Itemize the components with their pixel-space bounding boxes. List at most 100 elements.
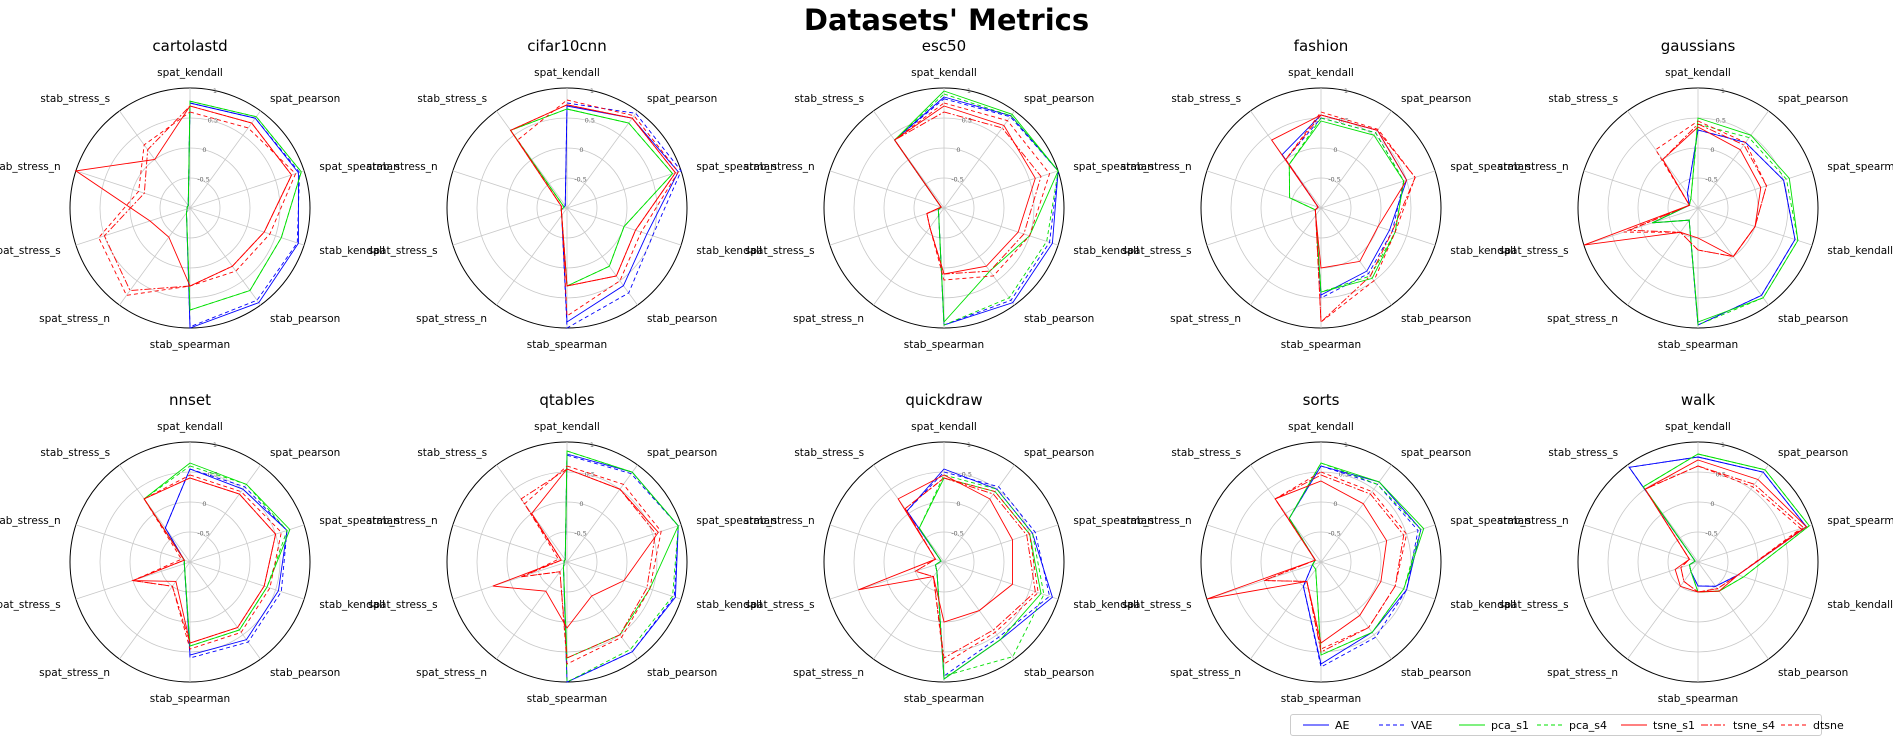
series-AE — [186, 102, 299, 329]
spoke — [566, 207, 638, 306]
chart-title: esc50 — [922, 37, 966, 55]
legend-item-tsne_s4: tsne_s4 — [1701, 715, 1775, 735]
axis-label-spat_pearson: spat_pearson — [647, 447, 717, 459]
spoke — [1697, 464, 1769, 563]
axis-label-stab_stress_n: stab_stress_n — [1121, 161, 1192, 173]
axis-label-spat_pearson: spat_pearson — [270, 93, 340, 105]
radial-tick-label: 1 — [213, 87, 217, 95]
radial-tick-label: -0.5 — [1328, 175, 1341, 183]
axis-label-stab_kendall: stab_kendall — [319, 599, 385, 611]
chart-title: fashion — [1294, 37, 1349, 55]
axis-label-stab_kendall: stab_kendall — [1450, 245, 1516, 257]
chart-title: cifar10cnn — [527, 37, 606, 55]
legend: AE VAE pca_s1 pca_s4 tsne_s1 tsne_s4 dtsne — [1290, 714, 1844, 736]
axis-label-stab_spearman: stab_spearman — [527, 339, 607, 351]
axis-label-spat_stress_s: spat_stress_s — [745, 245, 815, 257]
series-pca_s4 — [1288, 117, 1405, 293]
spoke — [566, 110, 638, 209]
axis-label-spat_spearman: spat_spearman — [1073, 161, 1153, 173]
series-tsne_s1 — [1270, 114, 1408, 269]
chart-title: quickdraw — [905, 391, 982, 409]
series-VAE — [563, 454, 679, 683]
series-dtsne — [1285, 111, 1416, 323]
radar-chart-walk: walk spat_kendall spat_pearson spat_spearma… — [1498, 391, 1893, 705]
axis-label-stab_pearson: stab_pearson — [647, 667, 717, 679]
spoke — [1320, 207, 1392, 306]
axis-label-stab_stress_n: stab_stress_n — [1121, 515, 1192, 527]
series-tsne_s4 — [1285, 114, 1416, 323]
axis-label-stab_stress_n: stab_stress_n — [744, 161, 815, 173]
series-tsne_s4 — [1263, 474, 1405, 653]
legend-item-AE: AE — [1303, 715, 1349, 735]
spoke — [119, 464, 191, 563]
axis-label-stab_pearson: stab_pearson — [1024, 667, 1094, 679]
spoke — [1250, 207, 1322, 306]
axis-label-spat_stress_n: spat_stress_n — [416, 667, 487, 679]
axis-label-spat_spearman: spat_spearman — [319, 515, 399, 527]
radial-tick-label: -0.5 — [1705, 175, 1718, 183]
radial-tick-label: 0.5 — [1716, 116, 1726, 124]
legend-item-pca_s4: pca_s4 — [1537, 715, 1607, 735]
series-VAE — [1288, 465, 1419, 668]
series-dtsne — [521, 465, 662, 665]
axis-label-spat_spearman: spat_spearman — [319, 161, 399, 173]
spoke — [1697, 524, 1813, 563]
axis-label-stab_stress_n: stab_stress_n — [1498, 515, 1569, 527]
figure-title: Datasets' Metrics — [803, 3, 1090, 37]
legend-label: tsne_s4 — [1733, 718, 1776, 732]
axis-label-stab_stress_s: stab_stress_s — [1548, 93, 1618, 105]
spoke — [1206, 561, 1322, 600]
series-pca_s1 — [563, 450, 679, 659]
radial-tick-label: 1 — [967, 441, 971, 449]
spoke — [452, 207, 568, 246]
axis-label-spat_kendall: spat_kendall — [534, 421, 600, 433]
radial-tick-label: 0 — [202, 500, 206, 508]
axis-label-spat_kendall: spat_kendall — [1288, 421, 1354, 433]
axis-label-stab_kendall: stab_kendall — [1073, 599, 1139, 611]
legend-swatch — [1459, 724, 1485, 726]
axis-label-stab_pearson: stab_pearson — [270, 313, 340, 325]
spoke — [829, 561, 945, 600]
radial-tick-label: 1 — [590, 87, 594, 95]
spoke — [1320, 110, 1392, 209]
axis-label-stab_stress_s: stab_stress_s — [40, 447, 110, 459]
spoke — [189, 464, 261, 563]
spoke — [1627, 207, 1699, 306]
series-dtsne — [1623, 120, 1767, 258]
legend-swatch — [1537, 724, 1563, 726]
spoke — [1697, 170, 1813, 209]
axis-label-stab_spearman: stab_spearman — [1281, 339, 1361, 351]
axis-label-spat_stress_s: spat_stress_s — [1122, 245, 1192, 257]
radar-chart-cifar10cnn: cifar10cnn spat_kendall spat_pearson spat_s… — [367, 37, 777, 351]
spoke — [119, 561, 191, 660]
series-pca_s4 — [563, 450, 679, 683]
series-VAE — [164, 468, 288, 659]
axis-label-spat_stress_s: spat_stress_s — [0, 599, 61, 611]
spoke — [189, 524, 305, 563]
radial-tick-label: 0 — [1710, 500, 1714, 508]
spoke — [452, 170, 568, 209]
spoke — [943, 170, 1059, 209]
spoke — [1697, 110, 1769, 209]
legend-item-pca_s1: pca_s1 — [1459, 715, 1529, 735]
spoke — [189, 207, 261, 306]
spoke — [1627, 561, 1699, 660]
axis-label-stab_kendall: stab_kendall — [1827, 245, 1893, 257]
radial-tick-label: -0.5 — [197, 175, 210, 183]
axis-label-spat_stress_s: spat_stress_s — [1122, 599, 1192, 611]
radial-tick-label: 0 — [956, 500, 960, 508]
axis-label-spat_pearson: spat_pearson — [1024, 93, 1094, 105]
radial-tick-label: 1 — [1721, 87, 1725, 95]
series-pca_s4 — [186, 100, 302, 311]
spoke — [1250, 464, 1322, 563]
spoke — [1583, 561, 1699, 600]
spoke — [1206, 170, 1322, 209]
axis-label-spat_stress_n: spat_stress_n — [416, 313, 487, 325]
radial-tick-label: 0 — [579, 146, 583, 154]
axis-label-stab_kendall: stab_kendall — [696, 245, 762, 257]
axis-label-stab_stress_s: stab_stress_s — [40, 93, 110, 105]
axis-label-stab_pearson: stab_pearson — [1778, 313, 1848, 325]
radial-tick-label: 0 — [1710, 146, 1714, 154]
axis-label-spat_stress_n: spat_stress_n — [793, 313, 864, 325]
axis-label-spat_kendall: spat_kendall — [911, 421, 977, 433]
